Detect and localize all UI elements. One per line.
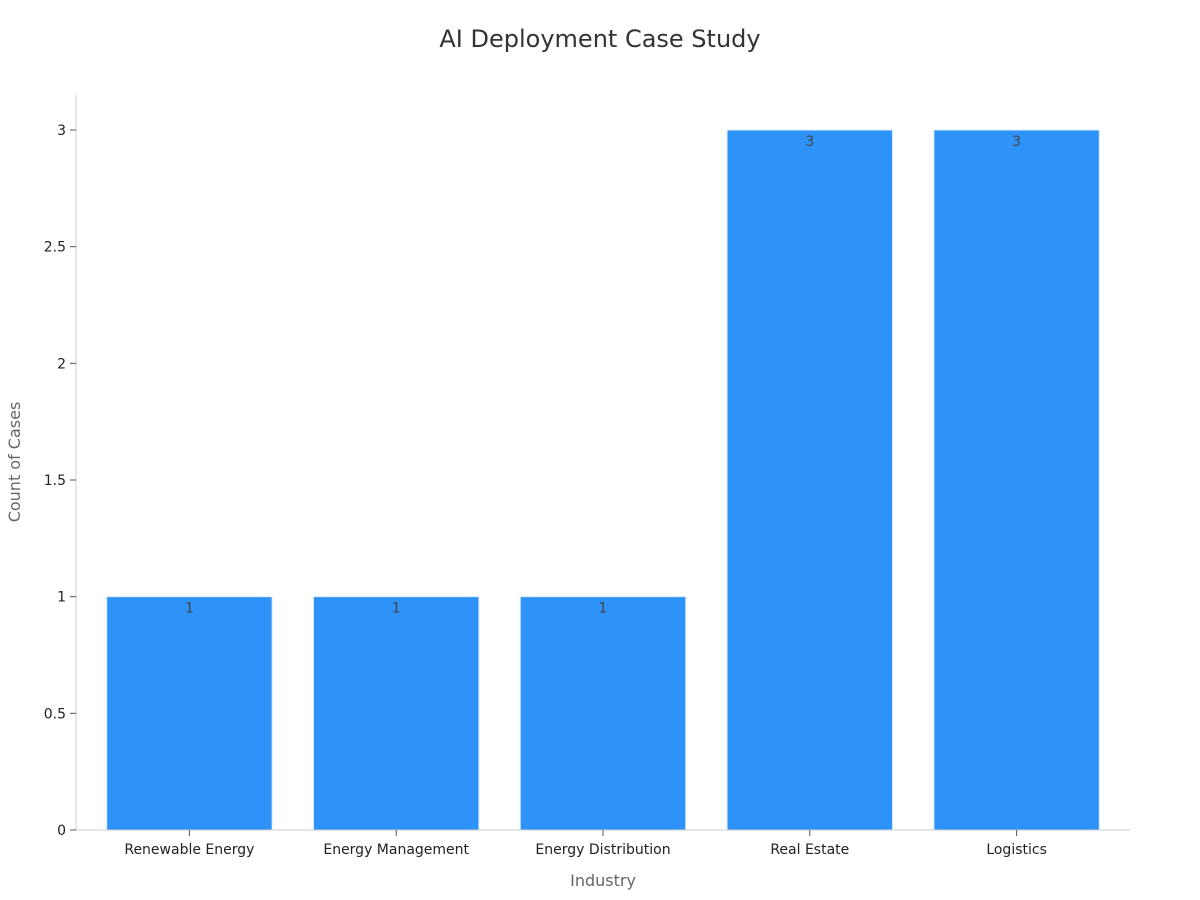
bar-value-label: 1 — [599, 601, 608, 617]
y-tick-label: 2.5 — [44, 240, 66, 256]
y-tick-label: 0.5 — [44, 706, 66, 722]
bar-value-label: 3 — [1012, 134, 1021, 150]
x-tick-label: Energy Management — [323, 842, 469, 858]
bar-value-label: 3 — [805, 134, 814, 150]
x-tick-label: Renewable Energy — [124, 842, 254, 858]
axes-layer: 0 0.5 1 1.5 2 2.5 3 Renewable Energy Energy Mana… — [44, 95, 1130, 858]
x-axis-title: Industry — [570, 871, 636, 890]
x-tick-label: Energy Distribution — [535, 842, 670, 858]
bar-value-label: 1 — [392, 601, 401, 617]
bar — [519, 596, 687, 831]
bar — [106, 596, 273, 831]
x-tick-label: Real Estate — [770, 842, 849, 858]
y-tick-label: 2 — [57, 356, 66, 372]
bar — [933, 129, 1100, 831]
y-tick-label: 1 — [57, 590, 66, 606]
bar-value-label: 1 — [185, 601, 194, 617]
y-tick-label: 3 — [57, 123, 66, 139]
y-tick-label: 1.5 — [44, 473, 66, 489]
x-tick-label: Logistics — [986, 842, 1047, 858]
bars-layer: 1 1 1 3 3 — [106, 129, 1100, 831]
y-axis-title: Count of Cases — [5, 402, 24, 523]
bar — [312, 596, 480, 831]
bar — [726, 129, 894, 831]
chart-title: AI Deployment Case Study — [439, 25, 760, 53]
y-tick-label: 0 — [57, 823, 66, 839]
